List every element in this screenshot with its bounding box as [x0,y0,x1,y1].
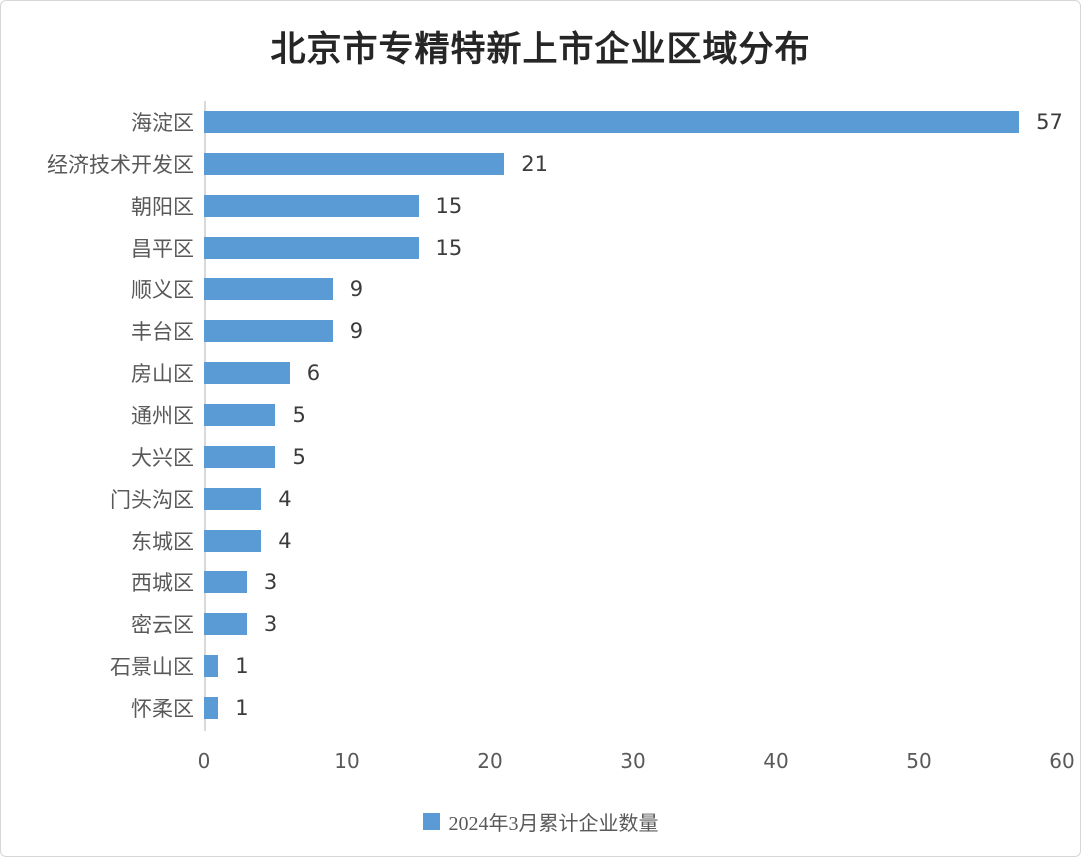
value-label: 9 [349,319,364,344]
bar-row: 门头沟区 4 [1,478,1062,520]
bar-row: 丰台区 9 [1,310,1062,352]
value-label: 9 [349,277,364,302]
bar [204,152,505,175]
x-tick-label: 60 [1049,749,1075,773]
category-label: 经济技术开发区 [47,152,194,177]
x-axis: 0 10 20 30 40 50 60 [1,749,1075,777]
bar [204,696,219,719]
category-label: 昌平区 [131,236,194,261]
value-label: 1 [235,654,249,679]
bar [204,613,247,636]
bar-track: 9 [204,310,1062,352]
value-label: 5 [292,402,306,427]
bar-track: 3 [204,603,1062,645]
bar-rows: 海淀区 57 经济技术开发区 21 朝阳区 15 昌平区 15 顺义区 9 丰台区 9 房山区 6 通州区 5… [1,101,1063,729]
category-label: 西城区 [131,571,194,596]
bar-track: 57 [204,101,1063,143]
bar-track: 1 [204,645,1062,687]
bar-row: 顺义区 9 [1,268,1062,310]
chart-title: 北京市专精特新上市企业区域分布 [270,30,811,69]
category-label: 石景山区 [110,655,194,680]
bar-row: 昌平区 15 [1,227,1062,269]
category-label: 密云区 [131,613,194,638]
value-label: 15 [435,235,463,260]
x-tick-label: 10 [334,749,360,773]
category-label: 顺义区 [131,278,194,303]
category-label: 房山区 [131,362,194,387]
x-tick-label: 20 [477,749,503,773]
bar-row: 石景山区 1 [1,645,1062,687]
bar-track: 9 [204,268,1062,310]
value-label: 57 [1036,109,1063,134]
legend-label: 2024年3月累计企业数量 [448,813,659,835]
bar [204,403,276,426]
category-label: 丰台区 [131,320,194,345]
bar [204,487,262,510]
value-label: 3 [263,570,278,595]
category-label: 海淀区 [131,110,194,135]
bar [204,362,290,385]
x-tick-label: 0 [197,749,211,773]
bar-track: 5 [204,394,1062,436]
bar-track: 5 [204,436,1062,478]
value-label: 3 [263,612,278,637]
bar-row: 房山区 6 [1,352,1062,394]
bar [204,278,333,301]
bar [204,194,419,217]
value-label: 5 [292,444,306,469]
value-label: 15 [435,193,463,218]
category-label: 东城区 [131,529,194,554]
value-label: 4 [278,486,292,511]
bar [204,655,219,678]
category-label: 朝阳区 [131,194,194,219]
value-label: 6 [306,361,321,386]
bar-track: 6 [204,352,1062,394]
bar-track: 21 [204,143,1062,185]
x-tick-label: 40 [763,749,789,773]
category-label: 门头沟区 [110,487,194,512]
bar [204,110,1020,133]
bar-row: 通州区 5 [1,394,1062,436]
bar-track: 15 [204,185,1062,227]
bar [204,236,419,259]
bar-row: 大兴区 5 [1,436,1062,478]
legend: 2024年3月累计企业数量 [1,807,1080,836]
bar [204,529,262,552]
bar [204,445,276,468]
value-label: 21 [521,151,549,176]
category-label: 通州区 [131,403,194,428]
bar-row: 朝阳区 15 [1,185,1062,227]
bar-row: 怀柔区 1 [1,687,1062,729]
bar-track: 15 [204,227,1062,269]
x-tick-label: 30 [620,749,646,773]
bar-track: 4 [204,520,1062,562]
bar-track: 4 [204,478,1062,520]
value-label: 1 [235,695,249,720]
category-label: 大兴区 [131,445,194,470]
x-tick-label: 50 [906,749,932,773]
legend-marker-icon [422,813,440,830]
bar-row: 经济技术开发区 21 [1,143,1062,185]
bar [204,571,247,594]
category-label: 怀柔区 [131,696,194,721]
value-label: 4 [278,528,292,553]
bar-row: 西城区 3 [1,561,1062,603]
bar-row: 东城区 4 [1,520,1062,562]
bar-track: 1 [204,687,1062,729]
bar-row: 密云区 3 [1,603,1062,645]
bar-track: 3 [204,561,1062,603]
bar [204,320,333,343]
bar-row: 海淀区 57 [1,101,1063,143]
